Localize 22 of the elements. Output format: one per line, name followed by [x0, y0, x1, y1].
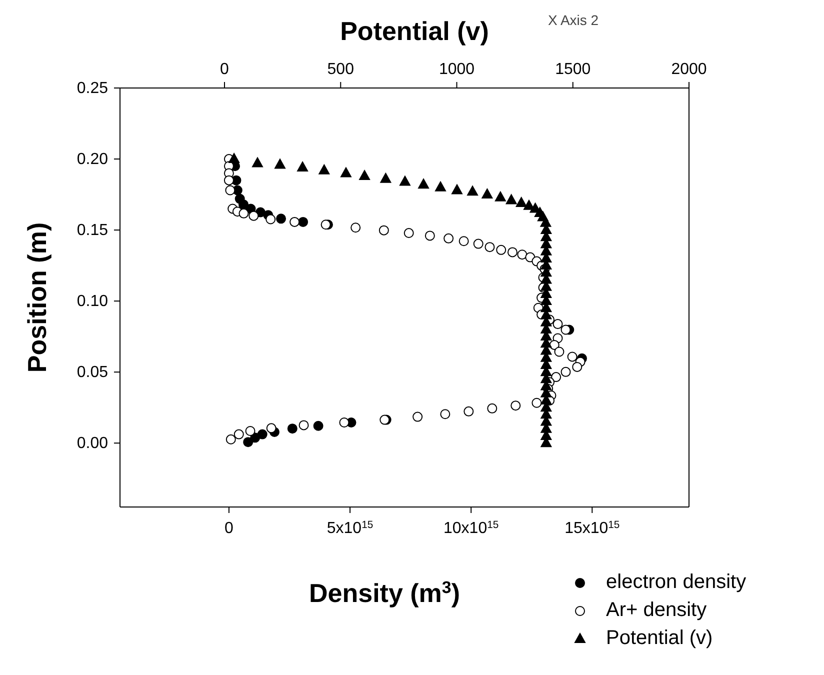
x2-axis-title: Potential (v): [340, 16, 489, 46]
text: X Axis 2: [548, 12, 599, 28]
legend-label: Potential (v): [606, 626, 713, 650]
x2-tick-label: 1500: [555, 61, 591, 78]
x-tick-label: 10x10$^{15}$: [444, 520, 499, 537]
y-tick-label: 0.00: [76, 435, 108, 452]
legend-label: electron density: [606, 570, 746, 594]
x2-tick-label: 1000: [438, 61, 475, 78]
x-axis-title: Density (m$^{3}$): [309, 578, 460, 608]
y-axis-title: Position (m): [22, 222, 52, 373]
legend-label: Ar+ density: [606, 598, 707, 622]
x2-tick-label: 0: [220, 61, 230, 78]
x2-tick-label: 2000: [671, 61, 707, 78]
y-tick-label: 0.25: [76, 80, 108, 97]
y-tick-label: 0.15: [76, 222, 108, 240]
y-tick-label: 0.05: [76, 364, 108, 382]
x2-tick-label: 500: [327, 61, 354, 78]
y-tick-label: 0.20: [76, 151, 108, 168]
x-tick-label: 15x10$^{15}$: [564, 520, 620, 537]
x-tick-label: 5x10$^{15}$: [326, 520, 374, 537]
y-tick-label: 0.10: [76, 293, 108, 310]
x-tick-label: 0: [224, 520, 234, 537]
